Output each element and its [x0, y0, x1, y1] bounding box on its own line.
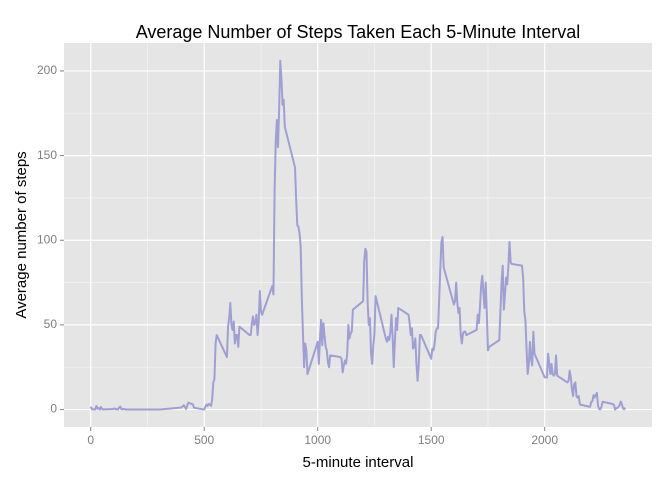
data-line — [89, 59, 627, 411]
x-tick-label: 2000 — [531, 433, 558, 447]
x-axis-label: 5-minute interval — [303, 454, 414, 471]
y-tick-label: 50 — [44, 317, 58, 331]
x-tick-label: 0 — [87, 433, 94, 447]
y-tick-label: 150 — [37, 148, 57, 162]
x-tick-label: 1500 — [418, 433, 445, 447]
y-tick-label: 100 — [37, 232, 57, 246]
x-tick-label: 500 — [194, 433, 214, 447]
plot-panel — [64, 43, 652, 427]
y-tick-label: 200 — [37, 63, 57, 77]
y-axis-label: Average number of steps — [13, 151, 30, 318]
chart-title: Average Number of Steps Taken Each 5-Min… — [136, 22, 581, 42]
y-tick-label: 0 — [50, 402, 57, 416]
x-tick-label: 1000 — [304, 433, 331, 447]
